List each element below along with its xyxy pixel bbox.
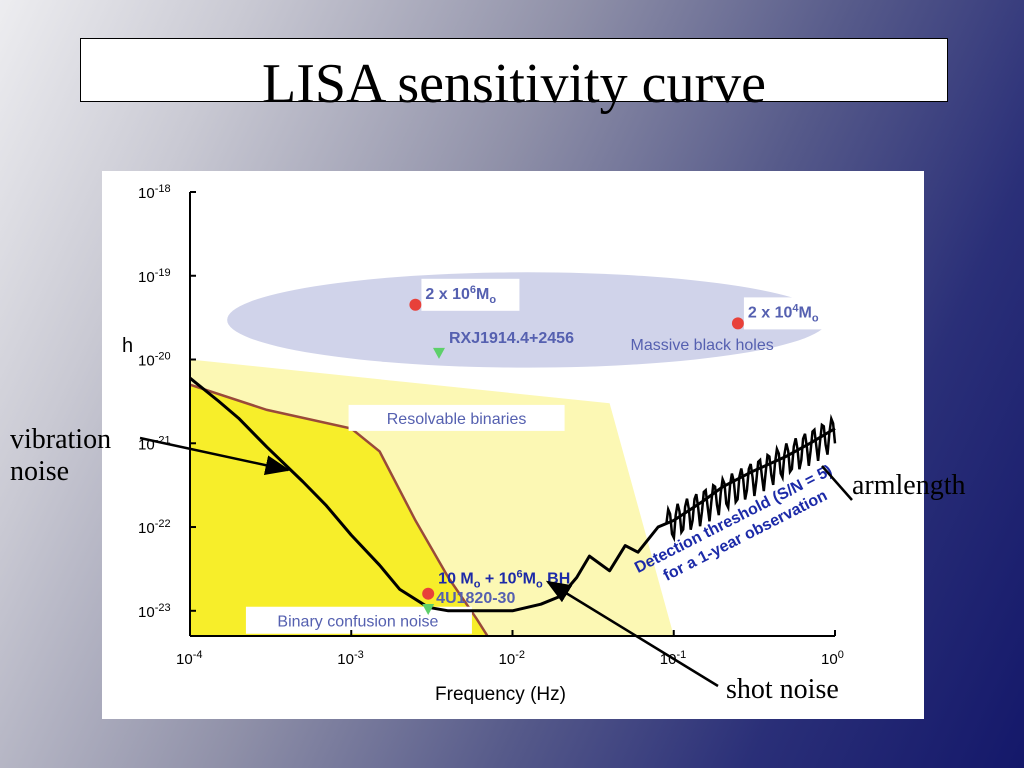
vibration-noise-callout: vibration noise	[10, 424, 150, 488]
binary-source-label: 4U1820-30	[436, 590, 515, 607]
x-tick-label: 10-4	[176, 649, 202, 668]
sensitivity-chart: Massive black holes Resolvable binaries Bi…	[122, 183, 844, 705]
binary-source-label: RXJ1914.4+2456	[449, 330, 574, 347]
vibration-callout-line2: noise	[10, 456, 70, 487]
armlength-callout: armlength	[852, 470, 966, 501]
slide-title: LISA sensitivity curve	[262, 53, 766, 115]
source-label: 2 x 106Mo	[425, 284, 496, 306]
shot-noise-callout: shot noise	[726, 674, 839, 705]
binary-source-marker	[422, 604, 435, 616]
title-box	[80, 38, 948, 102]
y-tick-label: 10-19	[138, 267, 171, 286]
x-tick-label: 10-3	[337, 649, 363, 668]
x-axis-label: Frequency (Hz)	[435, 684, 566, 705]
vibration-callout-line1: vibration	[10, 424, 112, 455]
source-label-box	[743, 297, 842, 330]
binary-confusion-label: Binary confusion noise	[277, 614, 438, 631]
source-label: 2 x 104Mo	[748, 302, 819, 324]
massive-black-holes-region	[227, 272, 828, 368]
x-tick-label: 100	[821, 649, 844, 668]
source-marker	[731, 317, 744, 330]
chart-panel: Massive black holes Resolvable binaries Bi…	[102, 171, 924, 719]
source-label-box	[421, 278, 520, 311]
y-tick-label: 10-22	[138, 518, 171, 537]
sensitivity-curve-ripple	[665, 413, 837, 543]
source-marker	[422, 587, 435, 600]
binary-confusion-label-box	[245, 606, 472, 634]
y-axis-label: h	[122, 335, 133, 357]
binary-source-marker	[432, 347, 445, 359]
source-marker	[409, 298, 422, 311]
massive-black-holes-label: Massive black holes	[631, 337, 774, 354]
resolvable-binaries-label: Resolvable binaries	[387, 411, 527, 428]
y-tick-label: 10-23	[138, 602, 171, 621]
x-tick-label: 10-2	[499, 649, 525, 668]
y-tick-label: 10-20	[138, 351, 171, 370]
y-tick-label: 10-18	[138, 183, 171, 202]
x-tick-label: 10-1	[660, 649, 686, 668]
source-label: 10 Mo + 106Mo BH	[438, 569, 570, 591]
resolvable-binaries-label-box	[348, 404, 565, 431]
